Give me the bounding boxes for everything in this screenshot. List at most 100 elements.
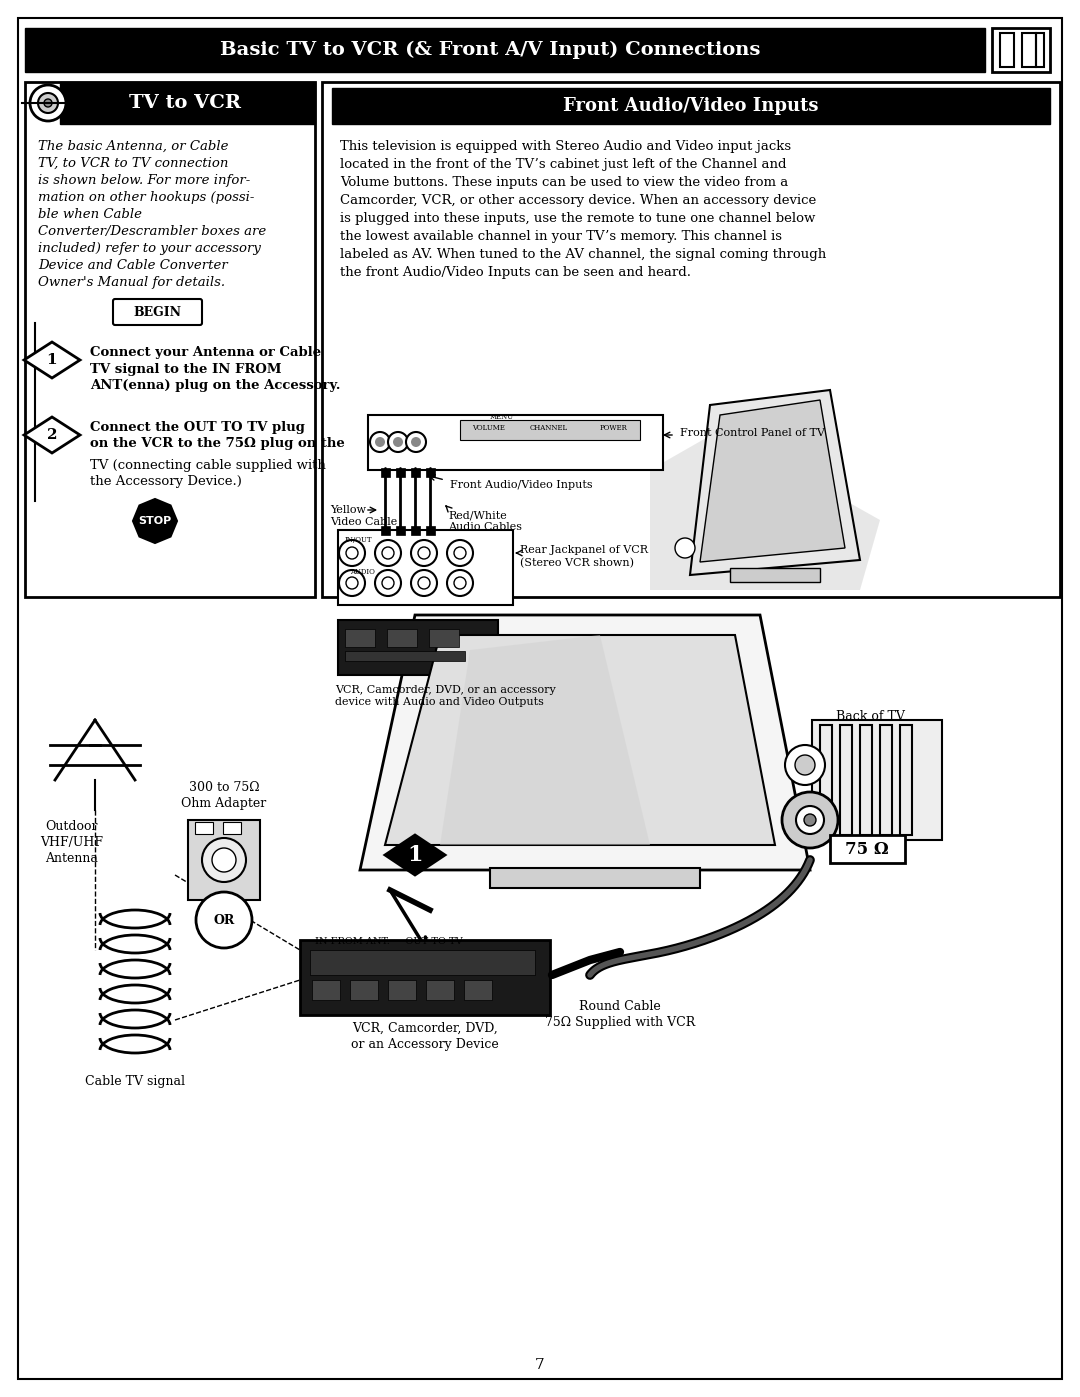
Bar [730,569,820,583]
Bar [426,468,435,476]
Circle shape [38,94,58,113]
Text: Yellow
Video Cable: Yellow Video Cable [330,504,397,528]
Bar [381,468,390,476]
Text: Connect your Antenna or Cable
TV signal to the IN FROM
ANT(enna) plug on the Acc: Connect your Antenna or Cable TV signal … [90,346,340,393]
Text: TV, to VCR to TV connection: TV, to VCR to TV connection [38,156,228,170]
Circle shape [30,85,66,122]
Polygon shape [133,499,177,543]
Bar [426,981,454,1000]
Polygon shape [360,615,810,870]
Text: Basic TV to VCR (& Front A/V Input) Connections: Basic TV to VCR (& Front A/V Input) Conn… [220,41,760,59]
Text: Connect the OUT TO TV plug
on the VCR to the 75Ω plug on the: Connect the OUT TO TV plug on the VCR to… [90,420,345,450]
Text: the front Audio/Video Inputs can be seen and heard.: the front Audio/Video Inputs can be seen… [340,265,691,279]
Bar [993,28,1050,73]
Bar [25,28,985,73]
Text: OR: OR [214,914,234,926]
Polygon shape [690,390,860,576]
Bar [388,981,416,1000]
Text: STOP: STOP [138,515,172,527]
Bar [429,629,459,647]
FancyBboxPatch shape [113,299,202,326]
Bar [464,981,492,1000]
Text: located in the front of the TV’s cabinet just left of the Channel and: located in the front of the TV’s cabinet… [340,158,786,170]
Circle shape [375,570,401,597]
Circle shape [796,806,824,834]
Polygon shape [384,835,445,875]
Text: 1: 1 [46,353,57,367]
Text: POWER: POWER [600,425,627,432]
Bar [338,620,498,675]
Circle shape [195,893,252,949]
Bar [396,527,405,535]
Bar [840,725,852,835]
Text: AUDIO: AUDIO [350,569,375,576]
Bar [300,940,550,1016]
Bar [1036,34,1044,67]
Bar [338,529,513,605]
Circle shape [370,432,390,453]
Text: Owner's Manual for details.: Owner's Manual for details. [38,277,225,289]
Bar [188,820,260,900]
Text: This television is equipped with Stereo Audio and Video input jacks: This television is equipped with Stereo … [340,140,792,154]
Circle shape [339,570,365,597]
Bar [25,82,315,597]
Bar [345,629,375,647]
Text: 1: 1 [407,844,422,866]
Text: Volume buttons. These inputs can be used to view the video from a: Volume buttons. These inputs can be used… [340,176,788,189]
Text: Rear Jackpanel of VCR
(Stereo VCR shown): Rear Jackpanel of VCR (Stereo VCR shown) [519,545,648,567]
Bar [332,88,1050,124]
Text: is shown below. For more infor-: is shown below. For more infor- [38,175,251,187]
Text: IN FROM ANT.     OUT TO TV: IN FROM ANT. OUT TO TV [315,937,462,946]
Text: VCR, Camcorder, DVD, or an accessory
device with Audio and Video Outputs: VCR, Camcorder, DVD, or an accessory dev… [335,685,556,707]
Bar [860,725,872,835]
Bar [411,527,420,535]
Text: VCR, Camcorder, DVD,
or an Accessory Device: VCR, Camcorder, DVD, or an Accessory Dev… [351,1023,499,1051]
Text: is plugged into these inputs, use the remote to tune one channel below: is plugged into these inputs, use the re… [340,212,815,225]
Text: MENU: MENU [490,414,514,420]
Text: Device and Cable Converter: Device and Cable Converter [38,258,228,272]
Text: Red/White
Audio Cables: Red/White Audio Cables [448,510,522,532]
Bar [880,725,892,835]
Circle shape [202,838,246,882]
Bar [387,629,417,647]
Bar [1022,34,1036,67]
Text: Front Audio/Video Inputs: Front Audio/Video Inputs [564,96,819,115]
Bar [831,835,905,863]
Text: The basic Antenna, or Cable: The basic Antenna, or Cable [38,140,229,154]
Polygon shape [24,416,80,453]
Text: IN/OUT: IN/OUT [345,536,373,543]
Polygon shape [650,430,880,590]
Text: mation on other hookups (possi-: mation on other hookups (possi- [38,191,255,204]
Bar [310,950,535,975]
Polygon shape [24,342,80,379]
Polygon shape [440,636,650,845]
Polygon shape [384,636,775,845]
Circle shape [411,570,437,597]
Text: the lowest available channel in your TV’s memory. This channel is: the lowest available channel in your TV’… [340,231,782,243]
Bar [222,821,241,834]
Circle shape [447,570,473,597]
Circle shape [393,437,403,447]
Text: BEGIN: BEGIN [133,306,181,319]
Bar [381,527,390,535]
Text: Cable TV signal: Cable TV signal [85,1076,185,1088]
Bar [812,719,942,840]
Circle shape [44,99,52,108]
Text: included) refer to your accessory: included) refer to your accessory [38,242,261,256]
Bar [195,821,213,834]
Text: 7: 7 [536,1358,544,1372]
Bar [900,725,912,835]
Text: Round Cable
75Ω Supplied with VCR: Round Cable 75Ω Supplied with VCR [545,1000,696,1030]
Text: 2: 2 [46,427,57,441]
Text: Back of TV: Back of TV [836,710,904,724]
Circle shape [675,538,696,557]
Bar [396,468,405,476]
Text: CHANNEL: CHANNEL [530,425,568,432]
Text: TV to VCR: TV to VCR [129,94,241,112]
Circle shape [447,541,473,566]
Circle shape [375,437,384,447]
Bar [426,527,435,535]
Bar [490,868,700,888]
Bar [820,725,832,835]
Circle shape [388,432,408,453]
